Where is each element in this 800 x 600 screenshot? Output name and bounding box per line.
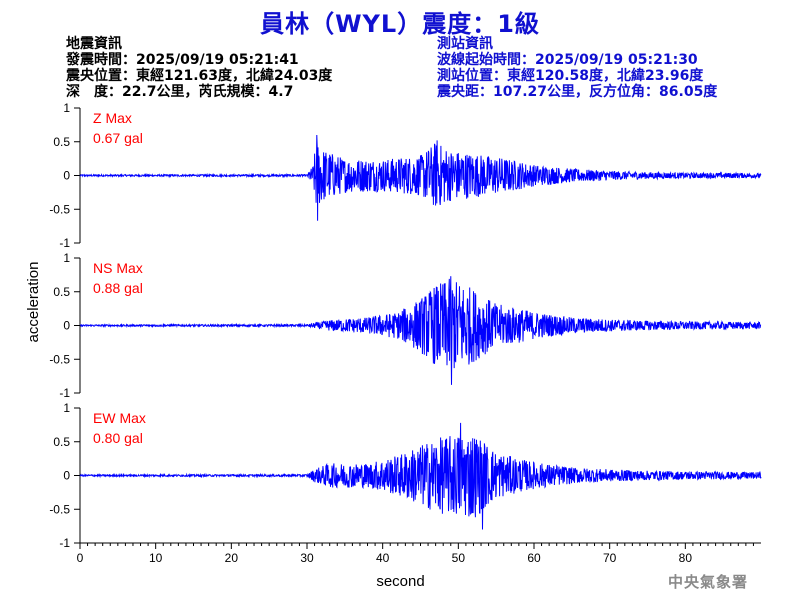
epicentral-distance: 震央距：107.27公里，反方位角：86.05度	[437, 84, 718, 100]
y-tick-label: -1	[59, 386, 70, 400]
x-tick-label: 30	[300, 551, 314, 565]
x-tick-label: 40	[376, 551, 390, 565]
waveform-trace	[79, 422, 762, 530]
y-tick-label: -0.5	[49, 502, 70, 516]
panel-ew: -1 -0.5 0 0.5 1 EW Max 0.80 gal	[49, 401, 762, 550]
y-tick-label: 1	[63, 101, 70, 115]
wave-onset-time: 波線起始時間：2025/09/19 05:21:30	[437, 52, 698, 68]
origin-time: 發震時間：2025/09/19 05:21:41	[66, 52, 299, 68]
y-tick-label: -1	[59, 236, 70, 250]
epicenter-location: 震央位置：東經121.63度，北緯24.03度	[66, 68, 333, 84]
peak-label: NS Max	[93, 260, 143, 276]
x-tick-label: 0	[77, 551, 84, 565]
station-info-header: 測站資訊	[437, 36, 493, 52]
y-tick-label: 1	[63, 401, 70, 415]
y-tick-label: 0.5	[53, 285, 70, 299]
earthquake-info: 地震資訊 發震時間：2025/09/19 05:21:41 震央位置：東經121…	[66, 36, 332, 100]
y-tick-label: 1	[63, 251, 70, 265]
peak-value: 0.80 gal	[93, 430, 143, 446]
x-tick-label: 10	[149, 551, 163, 565]
earthquake-info-header: 地震資訊	[66, 36, 122, 52]
x-tick-label: 60	[527, 551, 541, 565]
y-tick-label: 0	[63, 319, 70, 333]
panel-ns: -1 -0.5 0 0.5 1 NS Max 0.88 gal	[49, 251, 762, 400]
y-tick-label: -0.5	[49, 352, 70, 366]
peak-value: 0.67 gal	[93, 130, 143, 146]
panel-z: -1 -0.5 0 0.5 1 Z Max 0.67 gal	[49, 101, 762, 250]
peak-value: 0.88 gal	[93, 280, 143, 296]
station-info: 測站資訊 波線起始時間：2025/09/19 05:21:30 測站位置：東經1…	[437, 36, 717, 100]
y-axis-label: acceleration	[25, 262, 42, 343]
peak-label: EW Max	[93, 410, 146, 426]
depth-magnitude: 深 度：22.7公里，芮氏規模：4.7	[66, 84, 294, 100]
y-tick-label: 0	[63, 469, 70, 483]
chart-title: 員林（WYL）震度：1級	[260, 10, 540, 38]
x-axis-label: second	[376, 573, 424, 590]
y-tick-label: -0.5	[49, 202, 70, 216]
station-location: 測站位置：東經120.58度，北緯23.96度	[437, 68, 704, 84]
y-tick-label: 0.5	[53, 435, 70, 449]
agency-credit: 中央氣象署	[667, 573, 748, 591]
x-tick-label: 70	[603, 551, 617, 565]
x-tick-label: 20	[225, 551, 239, 565]
x-tick-label: 50	[452, 551, 466, 565]
y-tick-label: 0.5	[53, 135, 70, 149]
waveform-trace	[79, 276, 762, 385]
waveform-trace	[79, 134, 762, 221]
y-tick-label: 0	[63, 169, 70, 183]
y-tick-label: -1	[59, 536, 70, 550]
peak-label: Z Max	[93, 110, 132, 126]
x-tick-label: 80	[679, 551, 693, 565]
